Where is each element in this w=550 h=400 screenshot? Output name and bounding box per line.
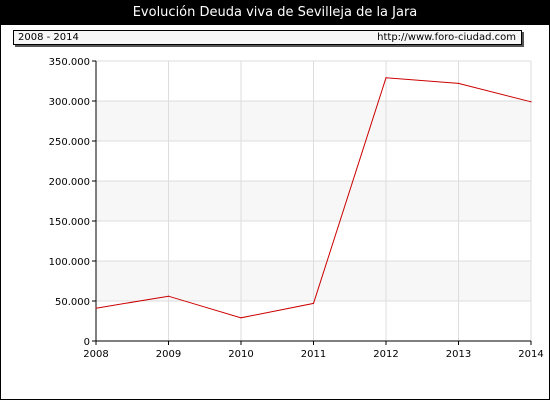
data-point — [457, 82, 460, 84]
y-tick-label: 100.000 — [49, 257, 90, 268]
y-tick-label: 50.000 — [55, 297, 90, 308]
x-tick-label: 2011 — [301, 349, 326, 360]
x-tick-label: 2014 — [518, 349, 543, 360]
data-point — [167, 295, 170, 297]
data-point — [95, 307, 97, 309]
gridlines — [96, 60, 532, 341]
axes — [92, 60, 532, 345]
y-tick-label: 150.000 — [49, 217, 90, 228]
y-tick-label: 300.000 — [49, 97, 90, 108]
data-point — [312, 302, 315, 304]
data-point — [385, 77, 387, 79]
x-tick-label: 2013 — [446, 349, 471, 360]
data-point — [240, 317, 242, 319]
y-tick-label: 200.000 — [49, 177, 90, 188]
y-axis-labels: 0 50.000 100.000 150.000 200.000 250.000 300.0… — [49, 57, 90, 348]
series-layer — [95, 77, 532, 319]
x-tick-label: 2012 — [373, 349, 398, 360]
y-tick-label: 250.000 — [49, 137, 90, 148]
period-label: 2008 - 2014 — [18, 32, 79, 43]
data-point — [530, 101, 532, 103]
chart-title: Evolución Deuda viva de Sevilleja de la … — [1, 1, 549, 25]
y-tick-label: 0 — [84, 337, 90, 348]
x-tick-label: 2008 — [83, 349, 108, 360]
info-box: 2008 - 2014 http://www.foro-ciudad.com — [13, 30, 522, 45]
x-tick-label: 2010 — [228, 349, 253, 360]
source-url: http://www.foro-ciudad.com — [377, 32, 516, 43]
x-tick-label: 2009 — [156, 349, 181, 360]
y-tick-label: 350.000 — [49, 57, 90, 68]
x-axis-labels: 2008 2009 2010 2011 2012 2013 2014 — [83, 349, 543, 360]
